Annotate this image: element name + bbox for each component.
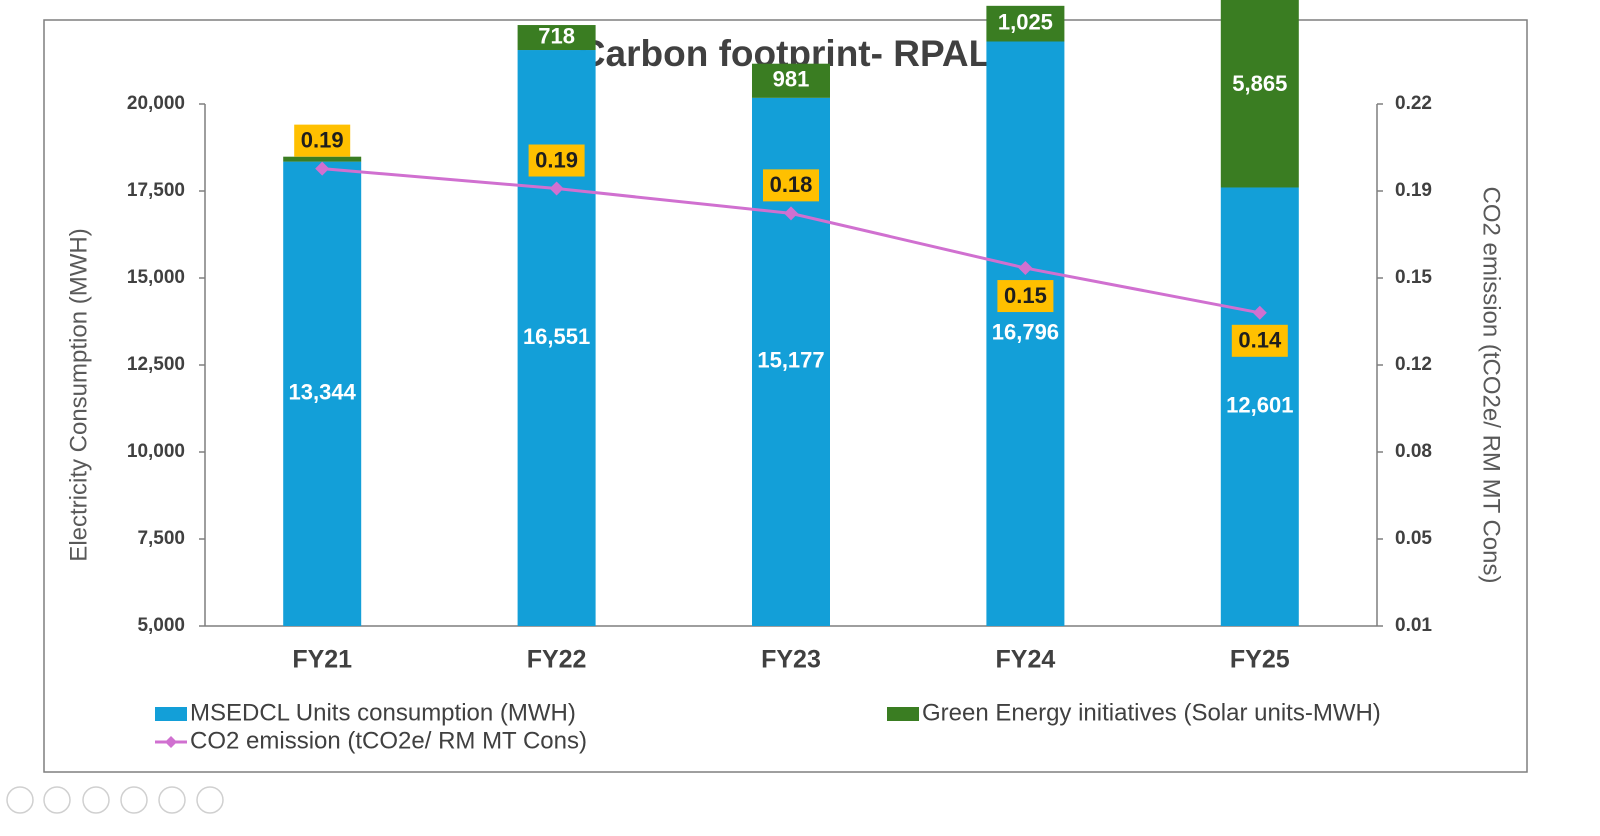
x-tick-label: FY23 [761, 646, 821, 674]
y-tick-label: 12,500 [127, 354, 185, 375]
slides-button[interactable] [120, 786, 148, 814]
y2-tick-label: 0.12 [1395, 354, 1432, 375]
legend-label: CO2 emission (tCO2e/ RM MT Cons) [190, 727, 587, 754]
bar [1220, 0, 1299, 188]
y2-tick-label: 0.05 [1395, 528, 1432, 549]
value-label-box [294, 124, 351, 157]
line-marker [315, 161, 330, 176]
line-value-label: 0.19 [535, 147, 578, 172]
bar-value-label: 13,344 [289, 380, 357, 405]
y-tick-label: 20,000 [127, 93, 185, 114]
line-value-label: 0.19 [301, 127, 344, 152]
legend-swatch [887, 707, 919, 721]
line-value-label: 0.18 [770, 172, 813, 197]
value-label-box [1231, 324, 1288, 357]
legend-swatch [165, 736, 177, 748]
line-value-label: 0.15 [1004, 283, 1047, 308]
bar-value-label: 12,601 [1226, 393, 1293, 418]
y-tick-label: 5,000 [137, 615, 185, 636]
y-tick-label: 17,500 [127, 180, 185, 201]
line-marker [1252, 305, 1267, 320]
y-tick-label: 15,000 [127, 267, 185, 288]
bar [283, 161, 362, 627]
bar [986, 41, 1065, 626]
bar [283, 156, 362, 162]
legend-swatch [155, 707, 187, 721]
value-label-box [763, 169, 819, 202]
bar-value-label: 718 [538, 23, 575, 48]
bar [986, 5, 1065, 42]
bar-value-label: 1,025 [998, 9, 1053, 34]
y-tick-label: 10,000 [127, 441, 185, 462]
x-tick-label: FY22 [527, 646, 587, 674]
line-marker [549, 181, 564, 196]
bar [517, 25, 596, 51]
y2-tick-label: 0.08 [1395, 441, 1432, 462]
legend-label: Green Energy initiatives (Solar units-MW… [922, 699, 1381, 726]
value-label-box [997, 280, 1054, 313]
y2-tick-label: 0.19 [1395, 180, 1432, 201]
next-button[interactable] [43, 786, 71, 814]
x-tick-label: FY21 [292, 646, 352, 674]
more-button[interactable] [196, 786, 224, 814]
y-tick-label: 7,500 [137, 528, 185, 549]
x-tick-label: FY24 [996, 646, 1056, 674]
line-value-label: 0.14 [1238, 328, 1282, 353]
legend-label: MSEDCL Units consumption (MWH) [190, 699, 576, 726]
y2-tick-label: 0.15 [1395, 267, 1432, 288]
y2-axis-title: CO2 emission (tCO2e/ RM MT Cons) [1478, 187, 1505, 584]
bar-value-label: 15,177 [757, 348, 824, 373]
toolbar [6, 786, 224, 814]
bar-value-label: 981 [773, 67, 810, 92]
pen-button[interactable] [82, 786, 110, 814]
bar-value-label: 16,551 [523, 324, 590, 349]
x-tick-label: FY25 [1230, 646, 1290, 674]
value-label-box [528, 144, 585, 177]
prev-button[interactable] [6, 786, 34, 814]
line-marker [784, 206, 798, 221]
bar [1220, 187, 1299, 626]
bar-value-label: 5,865 [1232, 71, 1287, 96]
bar-value-label: 16,796 [992, 320, 1059, 345]
y2-tick-label: 0.01 [1395, 615, 1432, 636]
y-axis-title: Electricity Consumption (MWH) [65, 228, 92, 561]
bar [752, 63, 830, 98]
line-marker [1018, 261, 1033, 276]
zoom-button[interactable] [158, 786, 186, 814]
y2-tick-label: 0.22 [1395, 93, 1432, 114]
